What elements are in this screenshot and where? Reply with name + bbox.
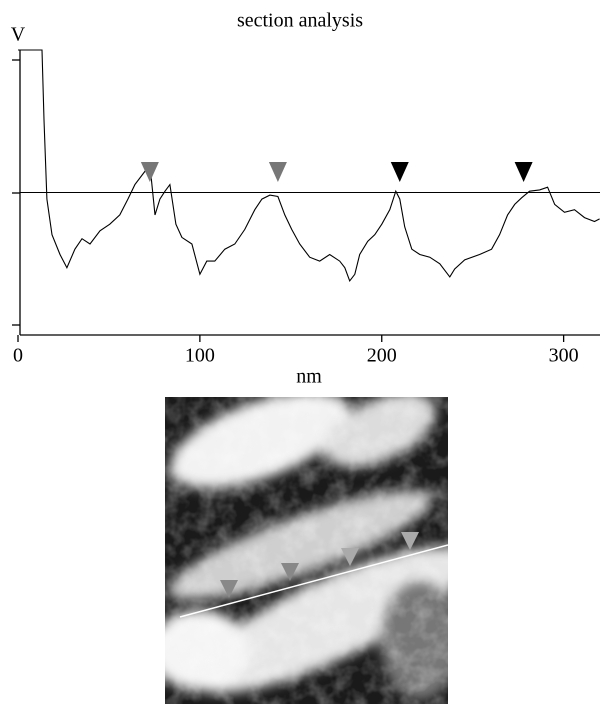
- image-marker: [220, 580, 238, 598]
- section-marker: [390, 162, 409, 182]
- afm-image: [165, 397, 448, 704]
- axes: [12, 50, 600, 342]
- x-tick-label: 0: [13, 345, 23, 367]
- chart-title: section analysis: [237, 10, 363, 32]
- profile-line: [18, 49, 600, 283]
- section-marker: [514, 162, 533, 182]
- x-tick-label: 100: [185, 345, 215, 367]
- x-tick-label: 300: [549, 345, 579, 367]
- image-marker: [401, 532, 419, 550]
- x-tick-label: 200: [367, 345, 397, 367]
- image-marker: [281, 563, 299, 581]
- image-marker: [341, 548, 359, 566]
- x-axis-label: nm: [296, 366, 322, 388]
- section-marker: [140, 162, 159, 182]
- y-axis-label: V: [11, 24, 26, 46]
- section-marker: [268, 162, 287, 182]
- section-line: [179, 544, 448, 618]
